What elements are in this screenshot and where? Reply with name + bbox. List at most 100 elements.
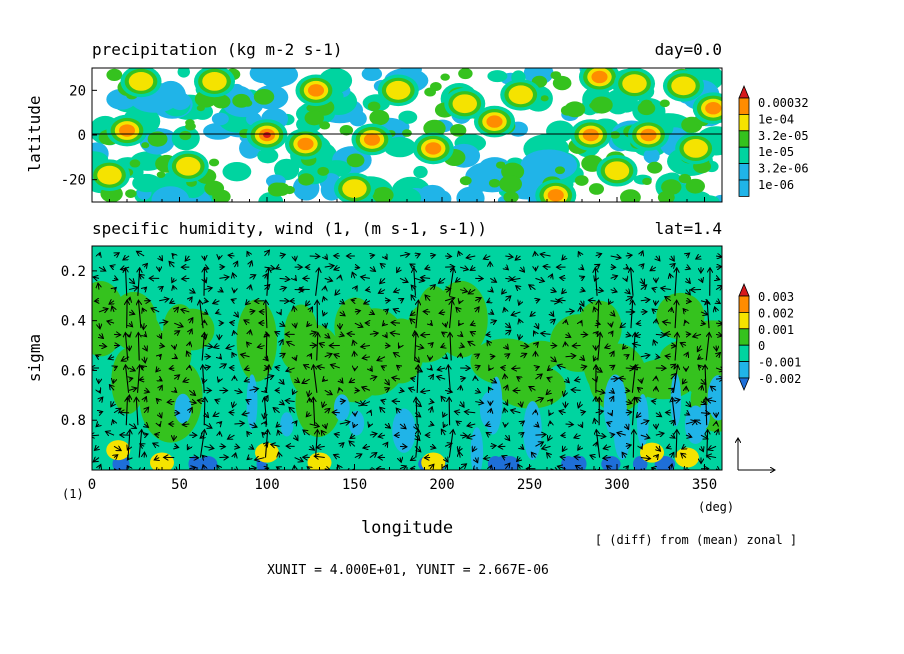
wind-vector bbox=[302, 379, 310, 383]
wind-vector bbox=[665, 356, 671, 357]
wind-vector bbox=[399, 278, 408, 282]
wind-vector bbox=[257, 346, 265, 348]
wind-vector bbox=[490, 290, 493, 292]
wind-vector bbox=[470, 323, 475, 325]
wind-vector bbox=[486, 432, 490, 435]
wind-vector bbox=[475, 402, 483, 404]
wind-vector bbox=[535, 398, 543, 402]
wind-vector bbox=[109, 301, 114, 304]
wind-vector bbox=[280, 353, 286, 356]
wind-vector bbox=[339, 401, 346, 402]
wind-vector bbox=[701, 402, 706, 405]
wind-vector bbox=[611, 312, 615, 316]
precip-cell bbox=[705, 102, 722, 115]
wind-vector bbox=[652, 309, 656, 312]
wind-vector bbox=[574, 457, 581, 458]
wind-vector bbox=[459, 323, 461, 325]
wind-vector bbox=[502, 456, 505, 458]
wind-vector bbox=[671, 388, 674, 390]
wind-vector bbox=[505, 354, 509, 357]
wind-vector bbox=[159, 355, 161, 357]
wind-vector bbox=[174, 435, 175, 440]
wind-vector bbox=[715, 307, 716, 312]
wind-vector bbox=[265, 274, 268, 279]
colorbar-top-triangle bbox=[738, 84, 750, 99]
wind-vector bbox=[385, 388, 390, 390]
wind-vector bbox=[445, 458, 448, 462]
wind-vector bbox=[505, 267, 508, 270]
wind-vector bbox=[93, 458, 100, 462]
sigma-tick-label: 0.6 bbox=[61, 363, 86, 379]
wind-vector bbox=[671, 256, 674, 261]
wind-vector bbox=[364, 301, 371, 304]
wind-vector bbox=[460, 267, 468, 270]
wind-vector bbox=[656, 455, 659, 458]
wind-vector bbox=[603, 458, 611, 459]
wind-vector bbox=[611, 331, 613, 334]
wind-vector bbox=[715, 368, 722, 371]
wind-vector bbox=[174, 346, 175, 350]
wind-vector bbox=[324, 278, 333, 281]
wind-vector bbox=[244, 320, 250, 323]
wind-vector bbox=[455, 278, 460, 282]
wind-vector bbox=[287, 342, 295, 346]
wind-vector bbox=[203, 465, 204, 469]
wind-vector bbox=[578, 252, 580, 256]
wind-vector bbox=[250, 330, 251, 334]
updraft-vector bbox=[675, 268, 677, 296]
precip-cell bbox=[97, 165, 122, 185]
humidity-colorbar-label: 0.002 bbox=[758, 306, 794, 320]
wind-vector bbox=[490, 356, 495, 357]
wind-vector bbox=[468, 290, 476, 294]
wind-vector bbox=[378, 435, 386, 437]
humidity-patch bbox=[246, 374, 258, 430]
wind-vector bbox=[244, 379, 249, 381]
wind-vector bbox=[626, 424, 629, 430]
wind-vector bbox=[716, 352, 720, 356]
precip-blob bbox=[495, 161, 506, 169]
wind-vector bbox=[430, 424, 434, 425]
updraft-vector bbox=[125, 365, 130, 393]
wind-vector bbox=[609, 301, 611, 304]
wind-vector bbox=[204, 424, 212, 428]
precip-blob bbox=[574, 175, 589, 186]
wind-vector bbox=[227, 435, 235, 439]
wind-vector bbox=[540, 254, 551, 256]
wind-vector bbox=[581, 267, 584, 270]
wind-vector bbox=[189, 402, 196, 404]
wind-vector bbox=[234, 390, 242, 392]
precip-blob bbox=[642, 177, 652, 186]
wind-vector bbox=[566, 334, 571, 337]
wind-vector bbox=[430, 343, 433, 346]
wind-vector bbox=[139, 274, 144, 278]
wind-vector bbox=[505, 435, 509, 440]
colorbar-segment bbox=[738, 328, 750, 346]
precip-cell bbox=[547, 189, 564, 202]
wind-vector bbox=[370, 410, 371, 413]
wind-vector bbox=[611, 390, 615, 393]
wind-vector bbox=[98, 309, 108, 312]
wind-vector bbox=[671, 373, 676, 380]
wind-vector bbox=[92, 435, 100, 436]
precip-blob bbox=[147, 131, 168, 147]
wind-vector bbox=[411, 285, 415, 289]
wind-vector bbox=[467, 424, 476, 426]
longitude-tick-label: 250 bbox=[517, 477, 542, 493]
wind-vector bbox=[551, 399, 553, 401]
wind-vector bbox=[400, 390, 404, 391]
wind-vector bbox=[625, 255, 632, 256]
wind-vector bbox=[445, 289, 451, 290]
wind-vector bbox=[228, 255, 235, 256]
wind-vector bbox=[686, 402, 691, 407]
wind-vector bbox=[183, 379, 190, 382]
wind-vector bbox=[385, 442, 388, 446]
wind-vector bbox=[214, 346, 220, 348]
wind-vector bbox=[187, 351, 190, 357]
updraft-vector bbox=[676, 430, 677, 458]
wind-vector bbox=[682, 379, 686, 384]
wind-vector bbox=[502, 290, 506, 294]
wind-vector bbox=[411, 378, 415, 379]
wind-vector bbox=[142, 308, 144, 312]
wind-vector bbox=[622, 452, 626, 457]
precip-blob bbox=[637, 101, 656, 116]
